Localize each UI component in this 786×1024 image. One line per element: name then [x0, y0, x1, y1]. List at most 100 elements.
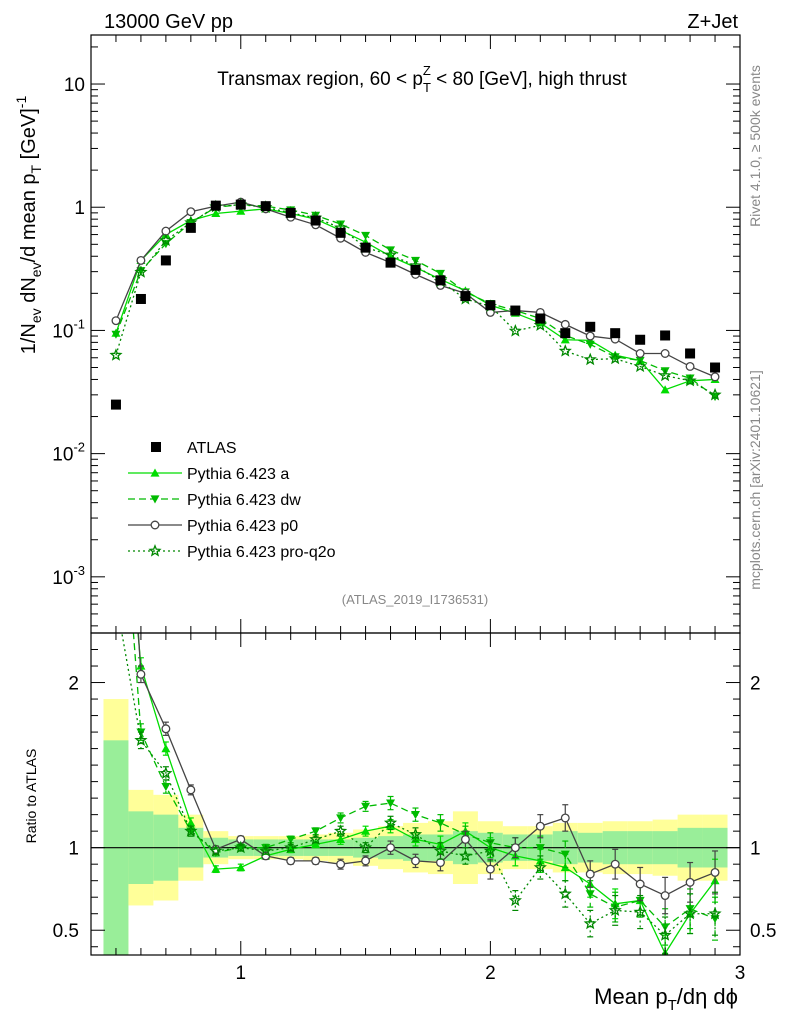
ratio-marker-3-0 — [111, 595, 121, 604]
ratio-marker-3-23 — [683, 906, 697, 920]
main-marker-2-22 — [660, 349, 670, 358]
data-point-9 — [335, 227, 346, 238]
ratio-marker-1-10 — [361, 802, 371, 811]
legend-label-0: Pythia 6.423 a — [187, 466, 289, 483]
ratio-marker-1-18 — [560, 850, 570, 859]
main-y-tick-label-0: 10-3 — [52, 563, 85, 589]
main-y-axis-label: 1/Nev dNev/d mean pT [GeV]-1 — [13, 96, 44, 355]
data-point-11 — [385, 257, 396, 268]
ratio-marker-2-24 — [710, 867, 720, 877]
data-point-3 — [185, 222, 196, 233]
data-point-16 — [510, 305, 521, 316]
ratio-marker-3-19 — [583, 916, 597, 930]
main-marker-3-24 — [708, 387, 722, 401]
main-marker-2-19 — [585, 331, 595, 341]
ratio-marker-2-11 — [386, 843, 396, 853]
ratio-marker-3-15 — [483, 844, 498, 857]
ratio-marker-2-20 — [610, 859, 620, 869]
ratio-y-tick-label-right-2: 2 — [750, 674, 761, 695]
legend-marker-2 — [150, 520, 160, 530]
main-marker-3-21 — [633, 359, 647, 373]
main-marker-2-3 — [186, 207, 196, 217]
data-point-18 — [560, 328, 571, 339]
ratio-marker-2-1 — [136, 669, 146, 679]
ratio-marker-2-17 — [535, 821, 545, 831]
ratio-marker-2-3 — [186, 785, 196, 795]
main-marker-2-24 — [710, 372, 720, 382]
ratio-marker-2-2 — [161, 724, 171, 734]
legend-marker-3 — [148, 544, 162, 557]
analysis-label: (ATLAS_2019_I1736531) — [342, 592, 488, 607]
main-marker-1-23 — [685, 374, 695, 383]
main-marker-2-0 — [111, 316, 121, 326]
title-prefix: Transmax region, 60 < p — [217, 69, 423, 90]
main-marker-3-16 — [508, 324, 522, 337]
legend-marker-0 — [150, 468, 160, 477]
ratio-marker-2-21 — [635, 879, 645, 889]
data-point-5 — [235, 199, 246, 210]
ratio-marker-3-21 — [633, 905, 647, 918]
ratio-marker-3-6 — [259, 844, 273, 857]
main-marker-3-23 — [683, 373, 697, 387]
ratio-marker-3-5 — [234, 840, 248, 854]
ratio-marker-1-11 — [386, 799, 396, 808]
main-marker-3-11 — [383, 247, 398, 261]
main-line-3 — [115, 203, 716, 396]
data-point-15 — [485, 300, 496, 311]
data-point-22 — [660, 330, 671, 341]
ratio-marker-1-19 — [585, 890, 595, 899]
ratio-marker-3-24 — [708, 906, 722, 920]
main-marker-1-13 — [435, 269, 445, 278]
ratio-marker-3-11 — [383, 815, 398, 829]
ratio-marker-3-4 — [209, 844, 223, 857]
ratio-y-tick-label-left-0: 0.5 — [53, 921, 79, 942]
data-point-14 — [460, 291, 471, 302]
ratio-marker-2-22 — [660, 891, 670, 901]
ratio-y-tick-label-right-0: 0.5 — [750, 921, 776, 942]
ratio-marker-2-23 — [685, 877, 695, 887]
ratio-marker-2-15 — [485, 864, 495, 874]
ratio-marker-0-9 — [336, 834, 346, 844]
ratio-marker-3-16 — [508, 893, 522, 907]
ratio-marker-0-4 — [211, 864, 221, 873]
main-line-0 — [115, 208, 716, 391]
ratio-marker-2-0 — [112, 266, 120, 274]
ratio-y-tick-label-left-1: 1 — [68, 839, 79, 860]
ratio-marker-3-8 — [309, 832, 323, 846]
ratio-marker-2-9 — [336, 859, 346, 869]
ratio-marker-3-13 — [433, 844, 448, 857]
data-point-19 — [585, 321, 596, 332]
ratio-marker-2-10 — [361, 856, 371, 866]
ratio-marker-0-17 — [535, 856, 545, 865]
legend-label-3: Pythia 6.423 pro-q2o — [187, 544, 336, 561]
main-marker-2-18 — [560, 319, 570, 329]
main-marker-1-9 — [336, 220, 346, 229]
data-point-21 — [635, 334, 646, 345]
ratio-marker-2-16 — [510, 843, 520, 853]
ratio-series — [111, 266, 722, 955]
ratio-marker-1-8 — [311, 827, 321, 836]
ratio-marker-2-13 — [435, 858, 445, 868]
legend-marker-data — [151, 442, 161, 452]
main-marker-3-1 — [134, 265, 148, 278]
legend-marker-1 — [150, 495, 160, 504]
main-marker-0-22 — [660, 385, 670, 394]
main-y-tick-label-1: 10-2 — [52, 440, 85, 466]
ratio-marker-3-22 — [658, 928, 672, 941]
ratio-line-2 — [137, 633, 716, 897]
main-y-tick-label-3: 1 — [74, 198, 85, 219]
main-marker-3-22 — [658, 368, 672, 382]
ratio-line-3 — [121, 633, 716, 937]
main-marker-3-2 — [159, 233, 173, 247]
ratio-marker-2-8 — [311, 856, 321, 866]
ratio-marker-0-0 — [111, 381, 120, 389]
main-y-tick-label-2: 10-1 — [52, 316, 85, 342]
ratio-marker-0-10 — [361, 826, 371, 835]
data-point-1 — [135, 293, 146, 304]
ratio-marker-2-14 — [460, 834, 470, 844]
ratio-panel: 1 2 30.5 0.51 12 2 — [53, 35, 776, 984]
legend: ATLAS Pythia 6.423 a Pythia 6.423 dw Pythia… — [128, 440, 336, 561]
main-marker-2-21 — [635, 349, 645, 358]
main-marker-2-23 — [685, 361, 695, 371]
